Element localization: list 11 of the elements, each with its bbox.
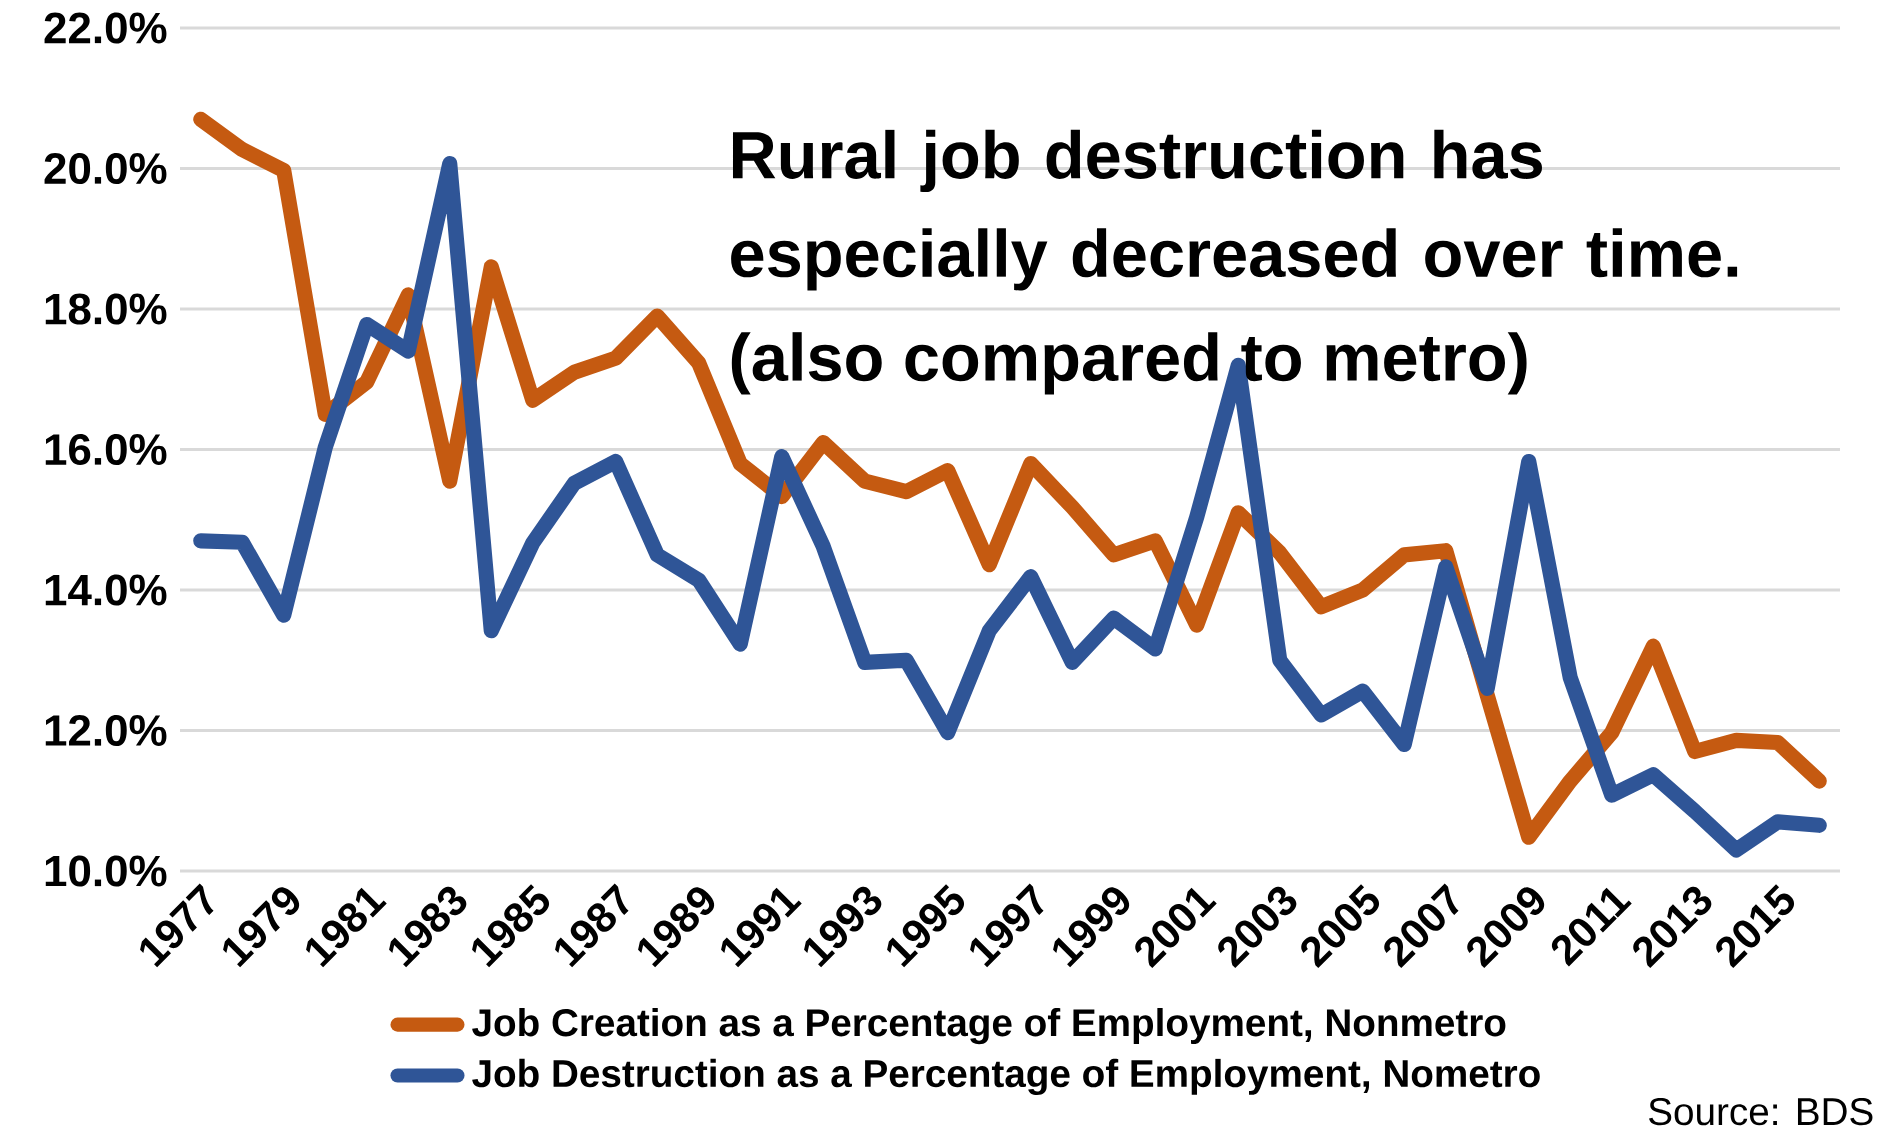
y-tick-label: 16.0%: [45, 433, 167, 466]
text: (also compared to metro): [731, 332, 1527, 395]
text: Rural job destruction has especially decreased over time.: [731, 129, 1738, 291]
y-tick-label: 20.0%: [44, 152, 167, 185]
legend-label: Job Creation as a Percentage of Employment, Nonmetro: [472, 1008, 1506, 1045]
y-tick-label: 14.0%: [45, 574, 167, 606]
y-tick-label: 18.0%: [45, 293, 167, 325]
y-tick-label: 22.0%: [44, 12, 167, 44]
source-note: Source: BDS: [1649, 1097, 1873, 1126]
y-tick-label: 12.0%: [45, 714, 167, 747]
legend-label: Job Destruction as a Percentage of Employment, Nometro: [472, 1058, 1540, 1096]
